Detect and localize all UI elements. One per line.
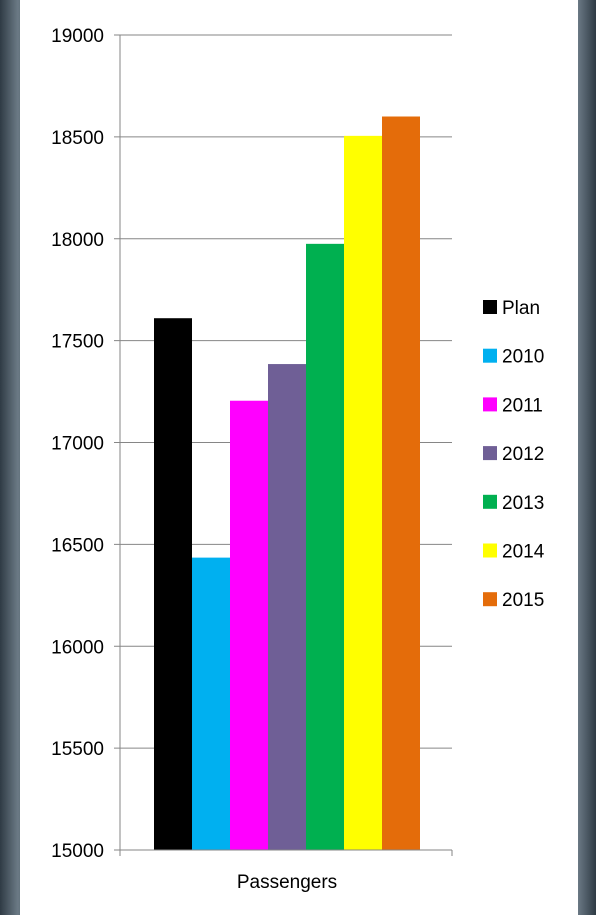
legend-label-2015: 2015 [502,590,544,611]
legend-label-2013: 2013 [502,493,544,514]
y-tick-label: 19000 [51,26,104,47]
legend-label-2014: 2014 [502,542,545,563]
bar-2015 [382,116,420,850]
y-tick-label: 18000 [51,230,104,251]
legend-swatch-2015 [483,592,497,607]
y-tick-label: 15500 [51,739,104,760]
bar-2013 [306,243,344,850]
legend-swatch-2010 [483,348,497,363]
legend-swatch-2014 [483,543,497,558]
bar-2012 [268,364,306,850]
legend-label-2012: 2012 [502,444,544,465]
legend: Plan 2010 2011 2012 2013 2014 2015 [483,298,545,611]
legend-swatch-2011 [483,397,497,412]
y-tick-label: 16500 [51,535,104,556]
legend-swatch-2012 [483,446,497,461]
legend-swatch-plan [483,300,497,314]
y-axis-tick-labels: 15000 15500 16000 16500 17000 17500 18000 18500… [51,26,104,862]
axes [114,34,453,856]
bar-2014 [344,135,382,850]
legend-label-2010: 2010 [502,347,544,368]
legend-label-plan: Plan [502,298,540,319]
x-axis-category-labels: Passengers [237,872,337,893]
bar-chart: 15000 15500 16000 16500 17000 17500 18000 18500… [51,26,545,893]
bar-2010 [192,557,230,850]
y-tick-label: 17000 [51,434,104,455]
chart-frame: 15000 15500 16000 16500 17000 17500 18000 18500… [20,0,578,915]
bars [154,116,420,850]
y-tick-label: 17500 [51,332,104,353]
y-tick-label: 15000 [51,841,104,862]
y-tick-label: 18500 [51,128,104,149]
bar-plan [154,318,192,850]
x-category-label: Passengers [237,872,337,893]
legend-swatch-2013 [483,494,497,509]
y-tick-label: 16000 [51,637,104,658]
bar-2011 [230,400,268,850]
legend-label-2011: 2011 [502,395,543,416]
